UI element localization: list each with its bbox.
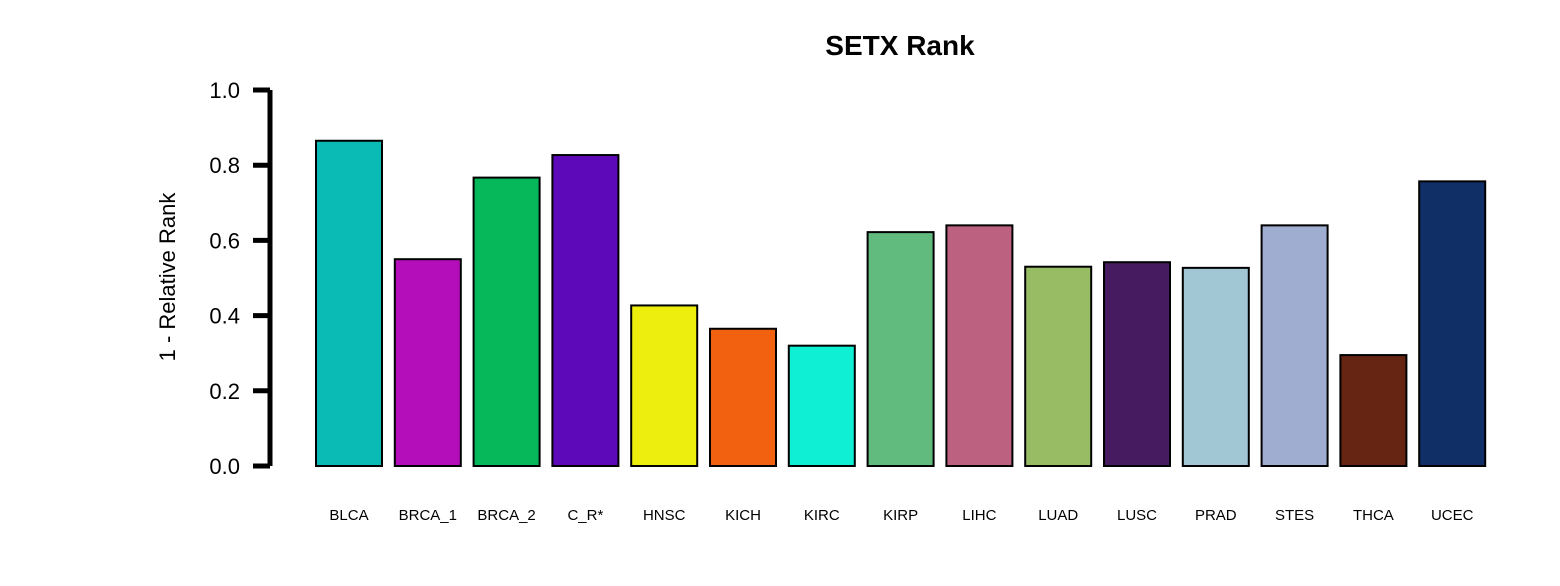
- y-tick-label: 0.2: [209, 379, 240, 404]
- bar-c-r: [551, 154, 620, 467]
- y-axis: 0.0 0.2 0.4 0.6 0.8 1.0: [209, 78, 273, 479]
- x-tick-label: THCA: [1353, 507, 1394, 524]
- bar-kirc: [787, 344, 856, 467]
- bar-lihc: [945, 224, 1014, 467]
- bar-lusc: [1103, 261, 1171, 468]
- bar-brca-1: [393, 258, 462, 468]
- y-tick-label: 0.6: [209, 228, 240, 253]
- y-tick-label: 0.8: [209, 153, 240, 178]
- bar-blca: [315, 139, 383, 467]
- x-tick-label: STES: [1275, 507, 1314, 524]
- y-tick-label: 1.0: [209, 78, 240, 103]
- x-tick-label: LIHC: [962, 507, 996, 524]
- x-tick-label: PRAD: [1195, 507, 1237, 524]
- x-tick-label: KIRP: [883, 507, 918, 524]
- bar-thca: [1339, 354, 1408, 467]
- y-axis-label: 1 - Relative Rank: [155, 192, 180, 362]
- x-tick-label: UCEC: [1431, 507, 1474, 524]
- y-tick-label: 0.0: [209, 454, 240, 479]
- bar-prad: [1181, 266, 1250, 467]
- bar-ucec: [1418, 180, 1487, 467]
- x-tick-labels: BLCA BRCA_1 BRCA_2 C_R* HNSC KICH KIRC KIRP LIHC…: [329, 507, 1473, 524]
- x-tick-label: HNSC: [643, 507, 686, 524]
- x-tick-label: KICH: [725, 507, 761, 524]
- x-tick-label: KIRC: [804, 507, 840, 524]
- bar-luad: [1024, 265, 1093, 467]
- bar-brca-2: [472, 176, 541, 467]
- bar-stes: [1260, 224, 1329, 467]
- bars-group: [315, 139, 1487, 468]
- bar-kirp: [866, 231, 935, 467]
- bar-kich: [709, 327, 777, 468]
- y-tick-label: 0.4: [209, 304, 240, 329]
- x-tick-label: LUSC: [1117, 507, 1157, 524]
- x-tick-label: LUAD: [1038, 507, 1078, 524]
- x-tick-label: BRCA_2: [477, 507, 535, 524]
- x-tick-label: C_R*: [567, 507, 603, 524]
- x-tick-label: BLCA: [329, 507, 368, 524]
- chart-title: SETX Rank: [825, 30, 975, 61]
- bar-hnsc: [630, 304, 699, 467]
- x-tick-label: BRCA_1: [399, 507, 457, 524]
